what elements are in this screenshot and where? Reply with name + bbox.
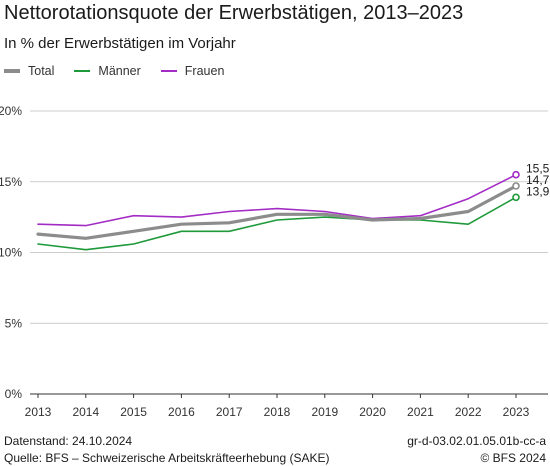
end-marker-total [512,182,520,190]
x-tick-label: 2023 [503,405,530,419]
footer-datenstand: Datenstand: 24.10.2024 [4,434,133,448]
legend-item-maenner: Männer [74,64,141,78]
y-tick-label: 0% [5,387,23,401]
y-tick-label: 5% [5,316,23,330]
legend-swatch-maenner [74,70,91,72]
x-tick-label: 2014 [72,405,99,419]
end-marker-frauen [512,170,520,179]
footer-source: Quelle: BFS – Schweizerische Arbeitskräf… [4,451,330,465]
series-line-männer [37,196,517,251]
x-tick-label: 2019 [311,405,338,419]
legend-label-maenner: Männer [98,64,141,78]
y-tick-label: 20% [0,104,22,118]
y-tick-label: 15% [0,175,22,189]
legend-swatch-total [4,69,20,73]
x-tick-label: 2017 [216,405,243,419]
footer-graphic-code: gr-d-03.02.01.05.01b-cc-a [407,434,546,448]
end-value-label: 15,5 [526,162,550,176]
x-tick-label: 2021 [407,405,434,419]
end-value-label: 14,7 [526,173,550,187]
chart-subtitle: In % der Erwerbstätigen im Vorjahr [4,35,236,52]
x-tick-label: 2016 [168,405,195,419]
legend-swatch-frauen [160,70,177,72]
x-tick-label: 2022 [455,405,482,419]
legend-label-frauen: Frauen [184,64,225,78]
end-marker-männer [512,193,520,202]
chart-legend: Total Männer Frauen [4,64,244,78]
x-tick-label: 2015 [120,405,147,419]
x-tick-label: 2013 [25,405,52,419]
footer-copyright: © BFS 2024 [480,451,546,465]
series-line-total [36,184,518,240]
legend-item-total: Total [4,64,54,78]
x-tick-label: 2018 [264,405,291,419]
legend-item-frauen: Frauen [160,64,225,78]
chart-title: Nettorotationsquote der Erwerbstätigen, … [4,2,464,24]
series-line-frauen [37,173,517,227]
legend-label-total: Total [28,64,55,78]
y-tick-label: 10% [0,246,22,260]
x-tick-label: 2020 [359,405,386,419]
end-value-label: 13,9 [526,184,550,198]
